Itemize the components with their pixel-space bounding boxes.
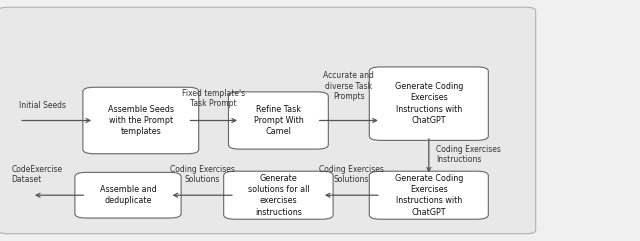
Text: Refine Task
Prompt With
Camel: Refine Task Prompt With Camel	[253, 105, 303, 136]
Text: Initial Seeds: Initial Seeds	[19, 101, 66, 110]
Text: Coding Exercises
Solutions: Coding Exercises Solutions	[170, 165, 235, 184]
Text: Generate Coding
Exercises
Instructions with
ChatGPT: Generate Coding Exercises Instructions w…	[395, 174, 463, 217]
FancyBboxPatch shape	[369, 67, 488, 140]
Text: Accurate and
diverse Task
Prompts: Accurate and diverse Task Prompts	[323, 71, 374, 101]
Text: Coding Exercises
Solutions: Coding Exercises Solutions	[319, 165, 384, 184]
FancyBboxPatch shape	[83, 87, 198, 154]
Text: Assemble Seeds
with the Prompt
templates: Assemble Seeds with the Prompt templates	[108, 105, 174, 136]
FancyBboxPatch shape	[369, 171, 488, 219]
Text: Fixed template's
Task Prompt: Fixed template's Task Prompt	[182, 89, 245, 108]
Text: Assemble and
deduplicate: Assemble and deduplicate	[100, 185, 156, 205]
Text: Generate Coding
Exercises
Instructions with
ChatGPT: Generate Coding Exercises Instructions w…	[395, 82, 463, 125]
FancyBboxPatch shape	[224, 171, 333, 219]
Text: Coding Exercises
Instructions: Coding Exercises Instructions	[436, 145, 501, 164]
FancyBboxPatch shape	[75, 172, 181, 218]
FancyBboxPatch shape	[228, 92, 328, 149]
FancyBboxPatch shape	[0, 7, 536, 234]
Text: Generate
solutions for all
exercises
instructions: Generate solutions for all exercises ins…	[248, 174, 309, 217]
Text: CodeExercise
Dataset: CodeExercise Dataset	[12, 165, 63, 184]
